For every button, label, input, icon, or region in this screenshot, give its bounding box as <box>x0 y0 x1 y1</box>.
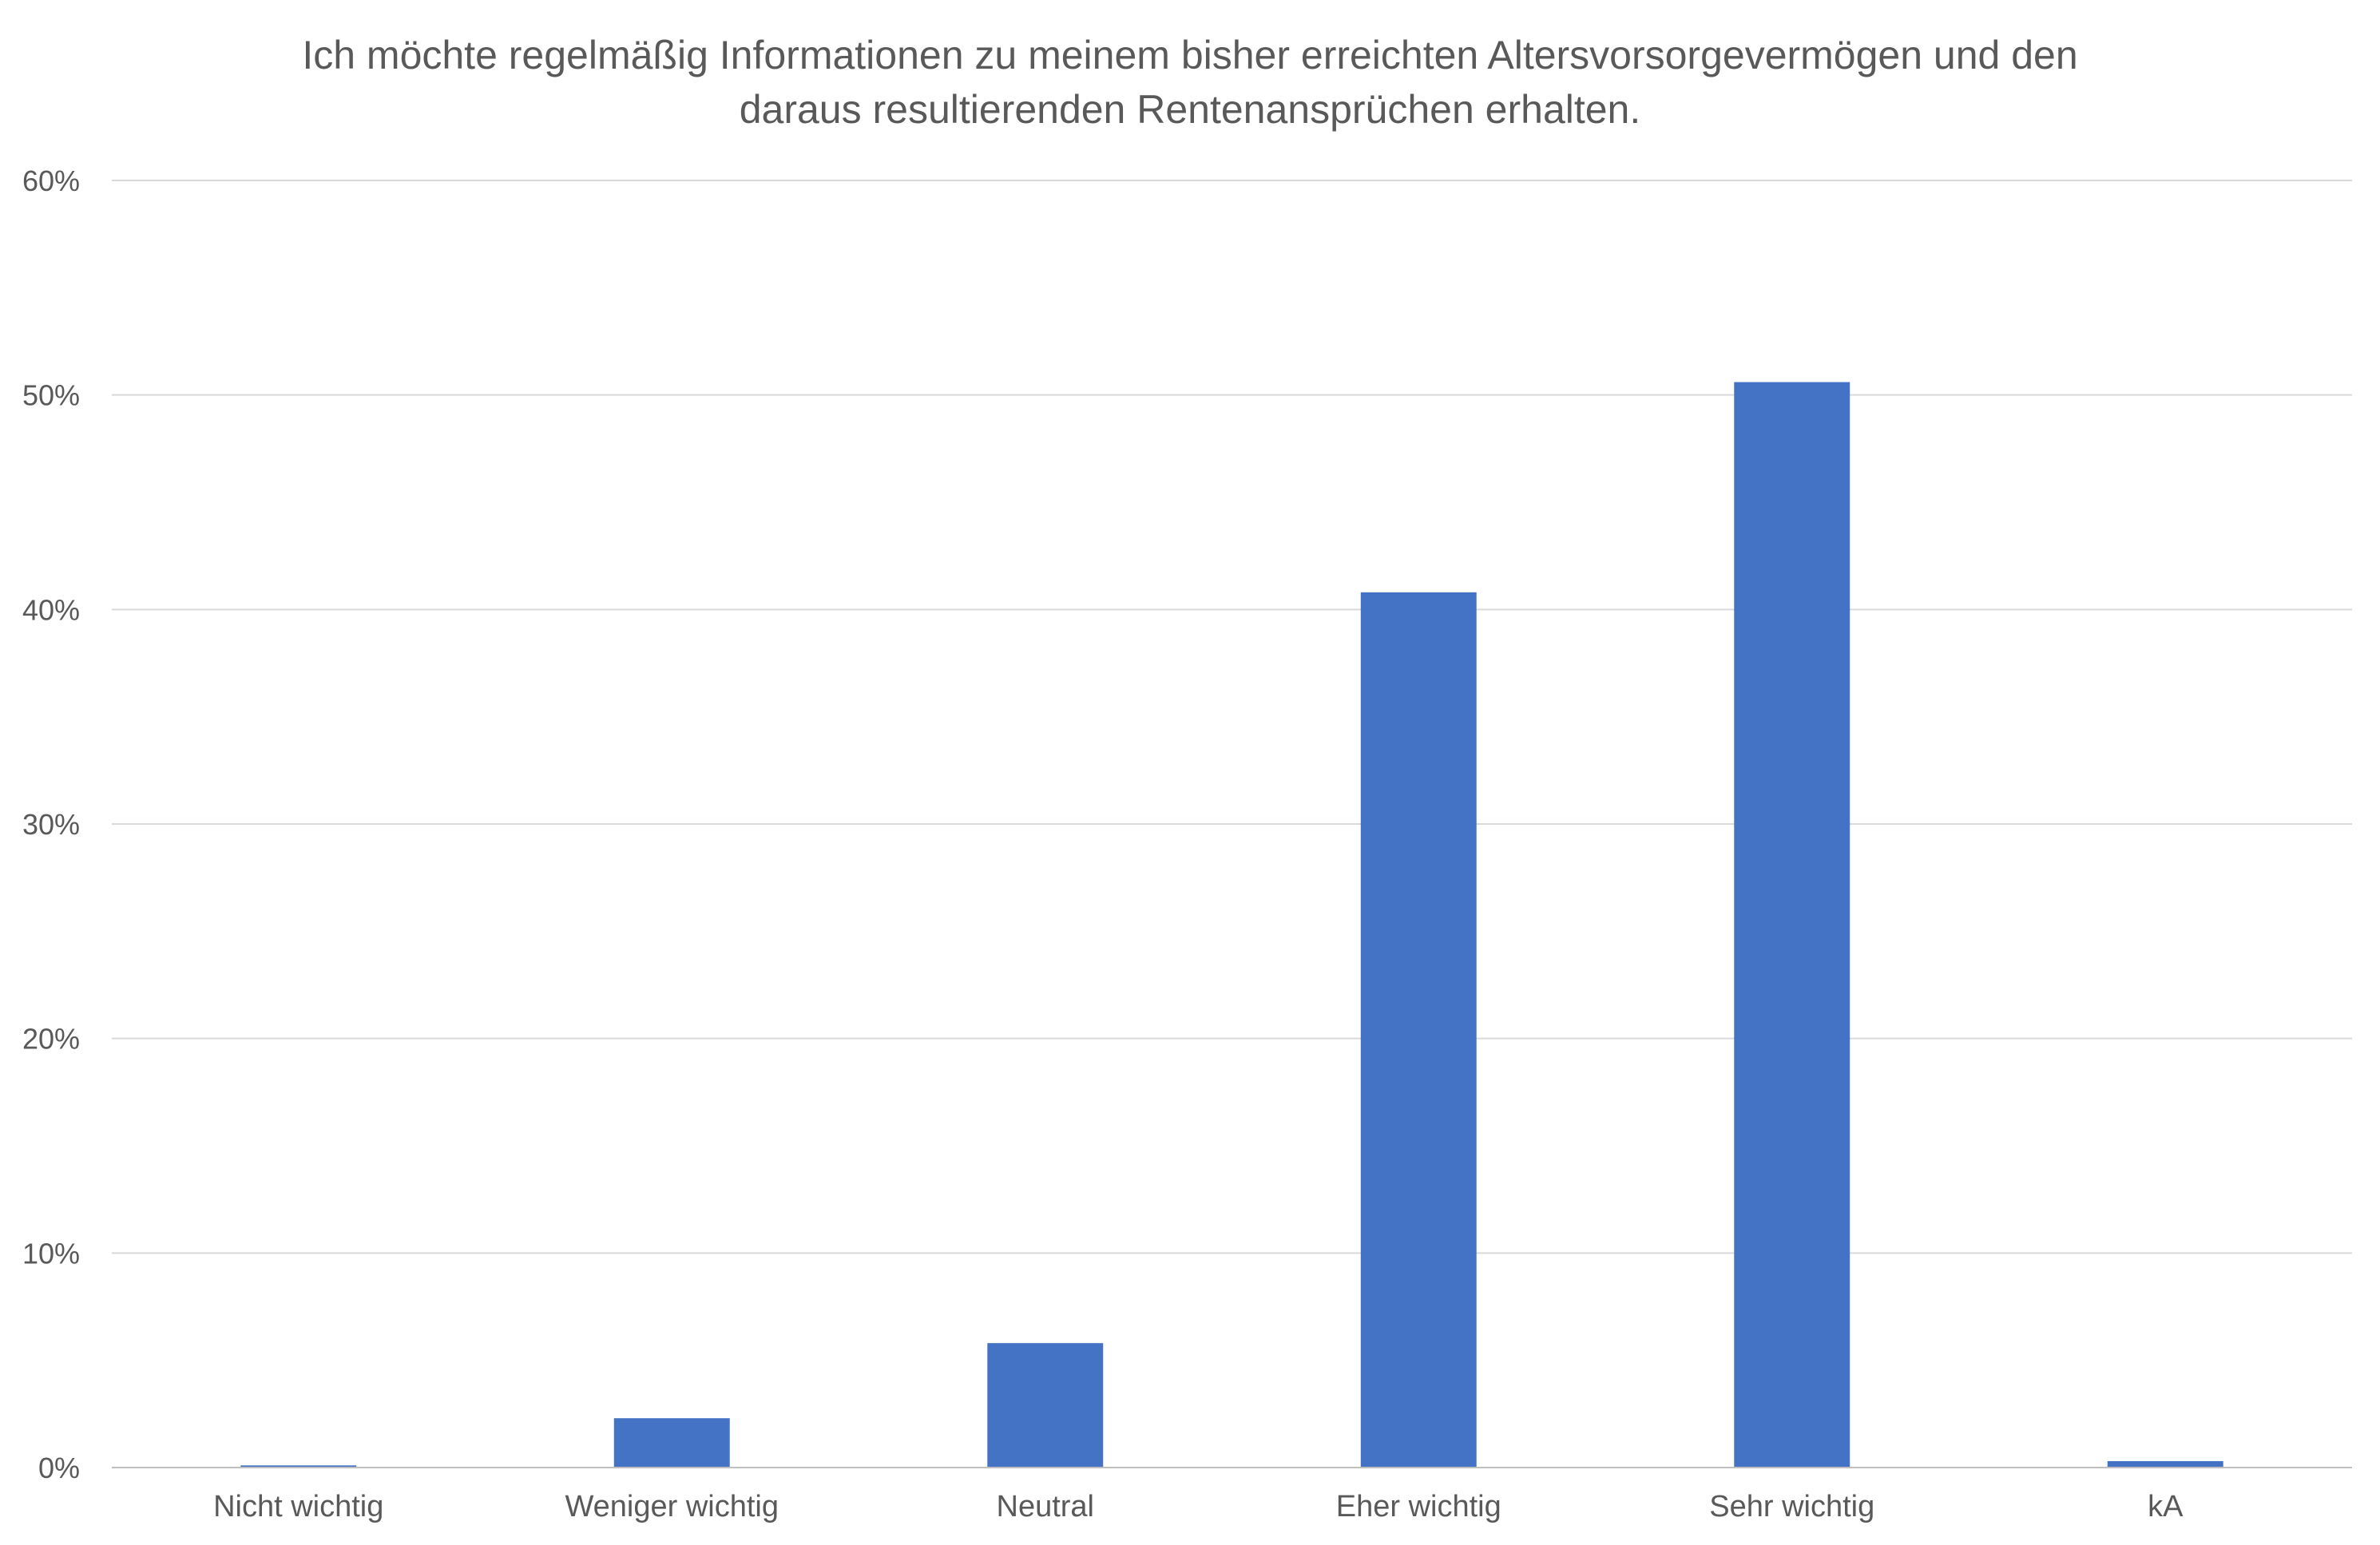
x-category-label: kA <box>2148 1490 2184 1523</box>
x-axis-category-labels: Nicht wichtig Weniger wichtig Neutral Eher … <box>213 1490 2184 1523</box>
y-axis-tick-labels: 0% 10% 20% 30% 40% 50% 60% <box>22 164 80 1484</box>
bar <box>2107 1460 2223 1468</box>
x-category-label: Nicht wichtig <box>213 1490 383 1523</box>
chart-title-line-2: daraus resultierenden Rentenansprüchen e… <box>740 87 1641 132</box>
bar <box>613 1418 730 1468</box>
y-tick-label: 0% <box>38 1452 80 1484</box>
x-category-label: Neutral <box>997 1490 1095 1523</box>
bar <box>1360 592 1477 1468</box>
x-category-label: Sehr wichtig <box>1709 1490 1874 1523</box>
y-tick-label: 50% <box>22 379 80 412</box>
y-tick-label: 40% <box>22 593 80 626</box>
x-category-label: Weniger wichtig <box>565 1490 779 1523</box>
bars <box>240 382 2223 1468</box>
bar <box>987 1343 1104 1468</box>
chart-title: Ich möchte regelmäßig Informationen zu m… <box>302 33 2077 132</box>
chart-title-line-1: Ich möchte regelmäßig Informationen zu m… <box>302 33 2077 77</box>
y-tick-label: 60% <box>22 164 80 197</box>
y-tick-label: 30% <box>22 808 80 841</box>
bar <box>1734 382 1850 1468</box>
bar <box>240 1465 357 1468</box>
x-category-label: Eher wichtig <box>1336 1490 1501 1523</box>
y-tick-label: 10% <box>22 1237 80 1270</box>
y-tick-label: 20% <box>22 1023 80 1056</box>
gridlines <box>112 180 2352 1254</box>
